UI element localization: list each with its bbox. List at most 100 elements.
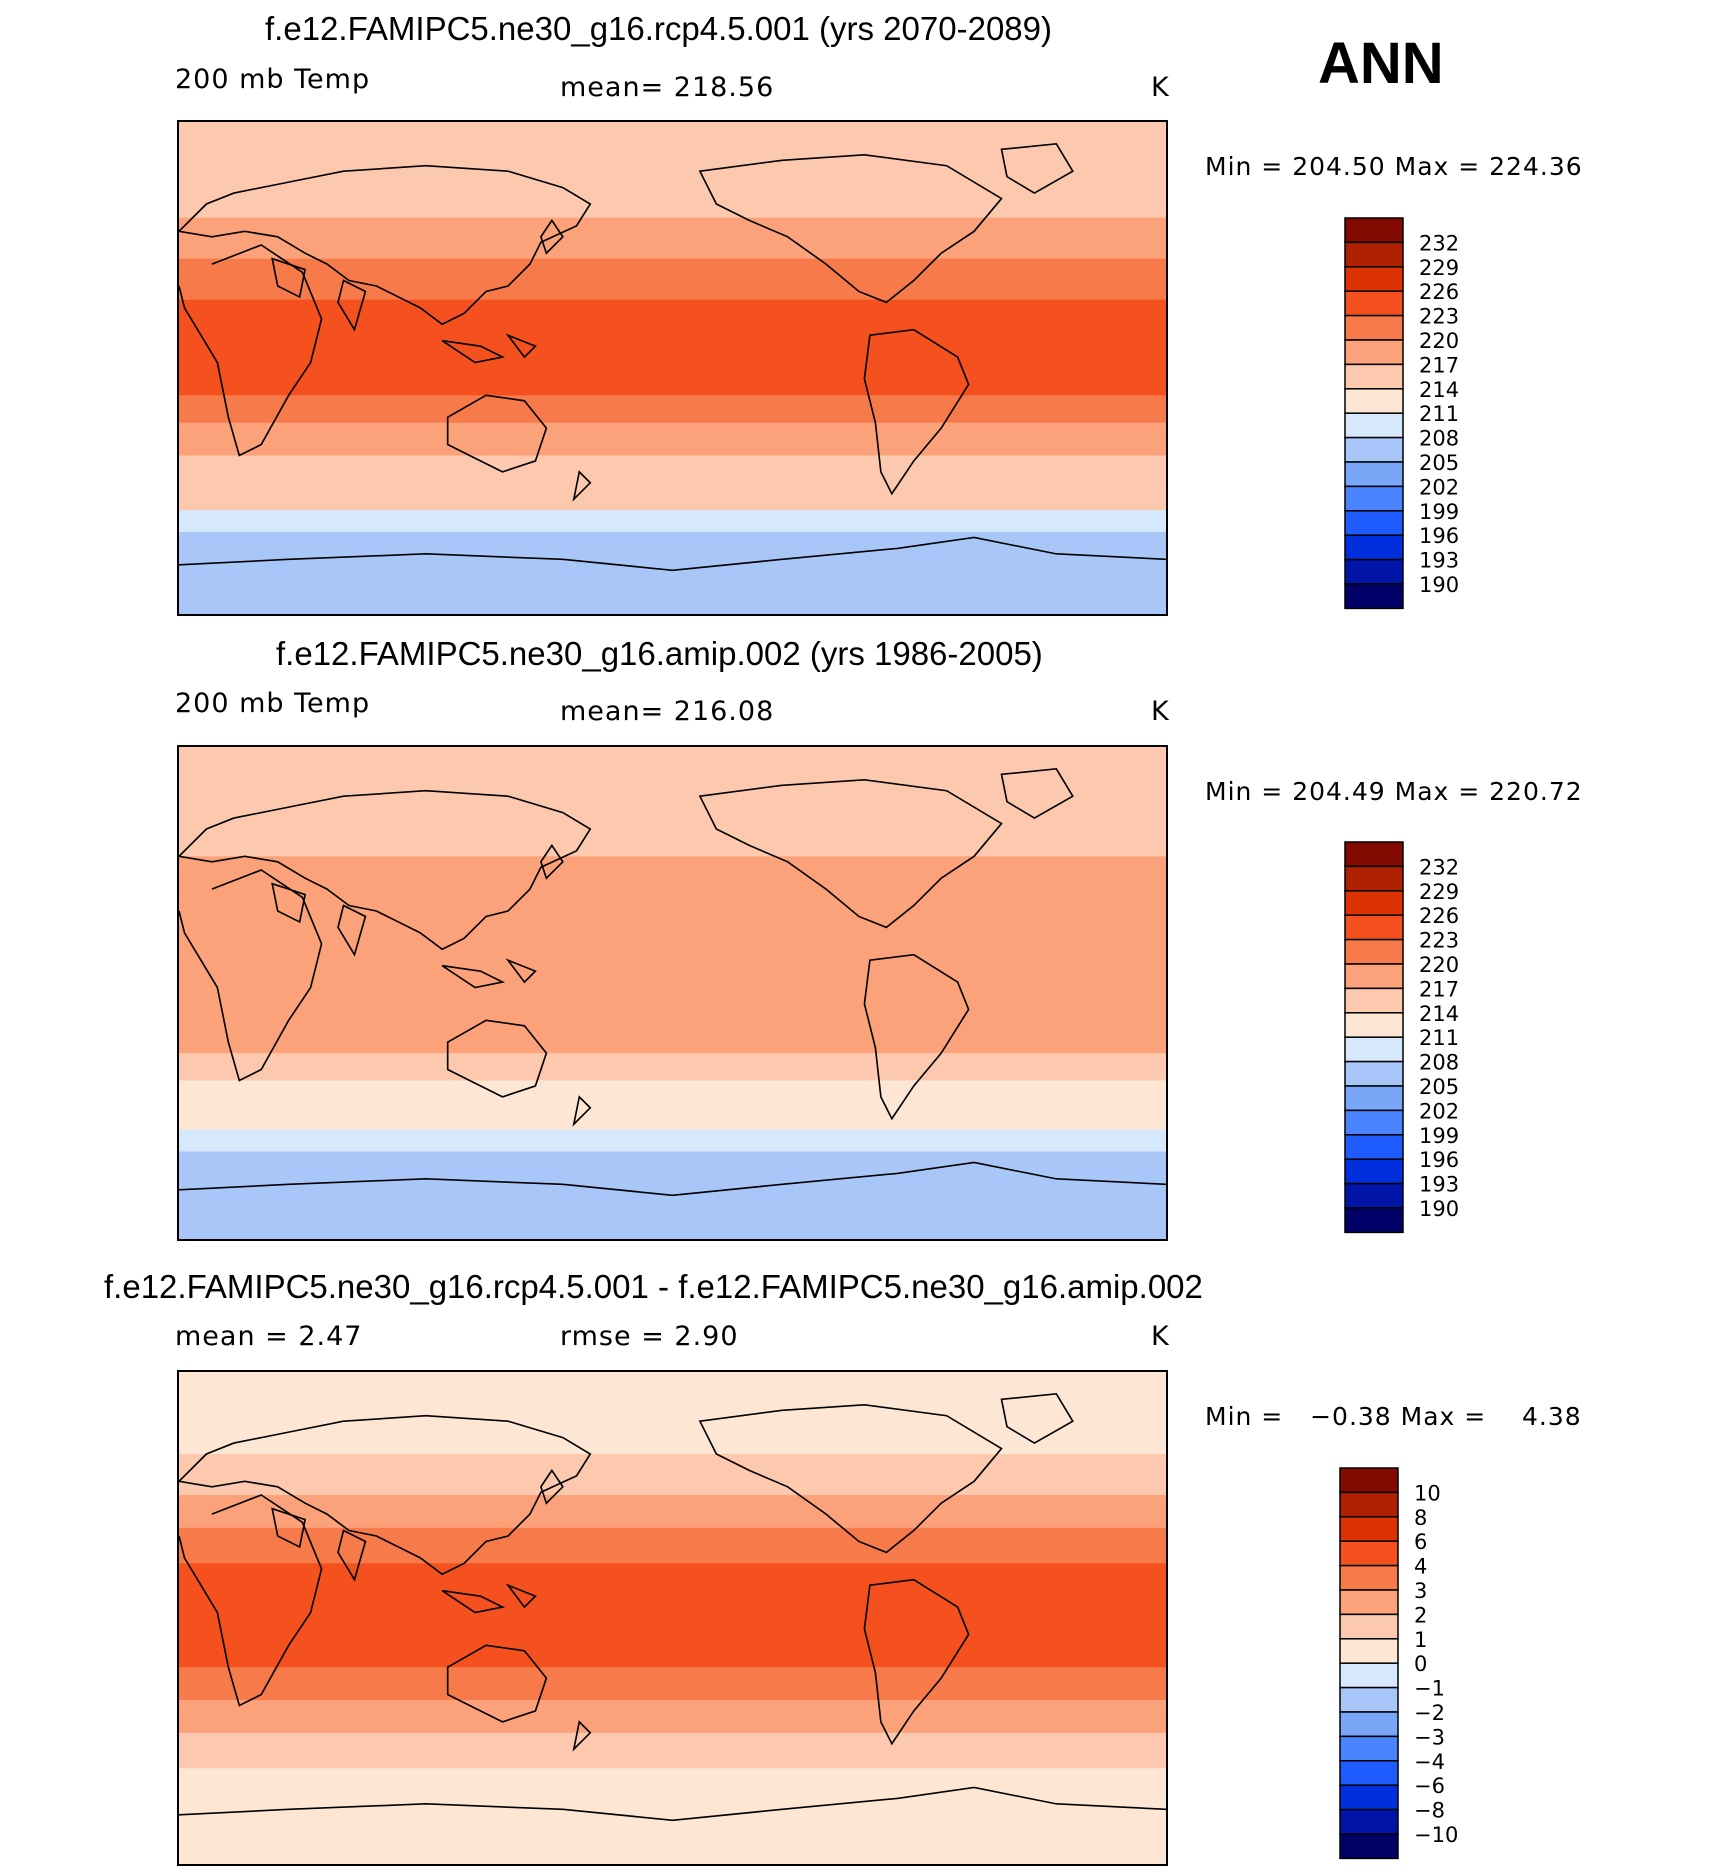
colorbar-label: 199	[1419, 500, 1459, 524]
colorbar-label: 217	[1419, 353, 1459, 377]
coastline-8	[572, 1095, 592, 1127]
panel-3-minmax: Min = −0.38 Max = 4.38	[1205, 1402, 1582, 1431]
panel-1-units: K	[1151, 72, 1170, 103]
coastline-1	[179, 869, 323, 1082]
coastline-4	[271, 257, 307, 299]
coastline-12	[179, 1786, 1166, 1822]
colorbar-swatch	[1344, 1012, 1404, 1038]
contour-band-2	[179, 1454, 1166, 1496]
colorbar-label: −10	[1414, 1823, 1458, 1847]
colorbar-swatch	[1344, 217, 1404, 244]
panel-3-coastlines	[179, 1392, 1166, 1822]
colorbar-label: 211	[1419, 1026, 1459, 1050]
contour-band-3	[179, 1495, 1166, 1529]
colorbar-label: 205	[1419, 451, 1459, 475]
coastline-12	[179, 1161, 1166, 1197]
coastline-12	[179, 536, 1166, 572]
colorbar-label: 193	[1419, 549, 1459, 573]
colorbar-swatch	[1344, 534, 1404, 561]
colorbar-label: 232	[1419, 855, 1459, 879]
panel-2-title: f.e12.FAMIPC5.ne30_g16.amip.002 (yrs 198…	[276, 635, 1043, 672]
colorbar-label: −2	[1414, 1701, 1445, 1725]
contour-band-9	[179, 532, 1166, 614]
colorbar-label: 223	[1419, 305, 1459, 329]
colorbar-label: 214	[1419, 378, 1459, 402]
colorbar-swatch	[1339, 1711, 1399, 1738]
colorbar-label: 214	[1419, 1002, 1459, 1026]
coastline-11	[863, 953, 970, 1121]
colorbar-label: 202	[1419, 1099, 1459, 1123]
colorbar-swatch	[1339, 1467, 1399, 1494]
season-label: ANN	[1318, 31, 1444, 96]
coastline-5	[539, 1468, 564, 1505]
colorbar-label: 223	[1419, 929, 1459, 953]
colorbar-swatch	[1344, 963, 1404, 990]
colorbar-swatch	[1344, 1134, 1404, 1160]
colorbar-label: 2	[1414, 1603, 1427, 1627]
colorbar-label: 208	[1419, 427, 1459, 451]
panel-2-left-label: 200 mb Temp	[175, 688, 371, 719]
colorbar-swatch	[1344, 412, 1404, 439]
contour-band-6	[179, 1129, 1166, 1153]
colorbar-swatch	[1344, 436, 1404, 463]
panel-3-rmse-label: rmse = 2.90	[560, 1321, 739, 1352]
coastline-7	[446, 1644, 548, 1723]
panel-1-colorbar: 232 229 226 223 220 217 214 211 208 205 202 199 196 1…	[1343, 216, 1463, 621]
colorbar-label: 1	[1414, 1628, 1427, 1652]
colorbar-swatch	[1344, 1182, 1404, 1209]
colorbar-swatch	[1344, 865, 1404, 892]
coastline-9	[698, 1403, 1003, 1554]
colorbar-swatch	[1339, 1662, 1399, 1689]
contour-band-1	[179, 747, 1166, 858]
panel-2-coastlines	[179, 767, 1166, 1197]
colorbar-label: 10	[1414, 1481, 1441, 1505]
panel-1-mean-label: mean= 218.56	[560, 72, 775, 103]
colorbar-label: 196	[1419, 1148, 1459, 1172]
colorbar-label: 190	[1419, 573, 1459, 597]
panel-3-title: f.e12.FAMIPC5.ne30_g16.rcp4.5.001 - f.e1…	[104, 1268, 1203, 1305]
coastline-2	[179, 789, 592, 951]
contour-band-7	[179, 455, 1166, 511]
colorbar-label: 208	[1419, 1051, 1459, 1075]
colorbar-swatch	[1339, 1564, 1399, 1591]
colorbar-swatch	[1344, 938, 1404, 965]
panel-3-contour-bands	[179, 1372, 1166, 1864]
coastline-2	[179, 164, 592, 326]
panel-1-colorbar-svg: 2322292262232202172142112082052021991961…	[1344, 217, 1459, 610]
contour-band-4	[179, 1053, 1166, 1082]
colorbar-swatch	[1344, 266, 1404, 292]
coastline-6	[441, 958, 537, 989]
colorbar-swatch	[1339, 1808, 1399, 1835]
colorbar-swatch	[1344, 1036, 1404, 1063]
panel-1-map	[177, 120, 1168, 616]
colorbar-swatch	[1344, 1060, 1404, 1087]
colorbar-swatch	[1339, 1638, 1399, 1664]
panel-3-colorbar: 10 8 6 4 3 2 1 0 −1 −2 −3 −4 −6 −8 −10	[1338, 1466, 1463, 1871]
coastline-4	[271, 1507, 307, 1549]
coastline-9	[698, 153, 1003, 304]
panel-1-left-label: 200 mb Temp	[175, 64, 371, 95]
panel-2-mean-label: mean= 216.08	[560, 696, 775, 727]
colorbar-swatch	[1339, 1516, 1399, 1542]
coastline-2	[179, 1414, 592, 1576]
contour-band-4	[179, 1527, 1166, 1565]
panel-1-contour-bands	[179, 122, 1166, 614]
colorbar-label: 220	[1419, 953, 1459, 977]
coastline-3	[337, 1529, 367, 1582]
contour-band-1	[179, 1372, 1166, 1455]
colorbar-swatch	[1339, 1686, 1399, 1713]
coastline-6	[441, 333, 537, 364]
contour-band-8	[179, 510, 1166, 533]
colorbar-label: 217	[1419, 977, 1459, 1001]
colorbar-swatch	[1339, 1735, 1399, 1762]
colorbar-swatch	[1344, 461, 1404, 488]
panel-2-map-svg	[179, 747, 1166, 1239]
colorbar-swatch	[1339, 1760, 1399, 1786]
colorbar-label: 4	[1414, 1555, 1427, 1579]
coastline-10	[1000, 142, 1074, 195]
colorbar-label: −1	[1414, 1677, 1445, 1701]
coastline-7	[446, 1019, 548, 1098]
colorbar-swatch	[1344, 1085, 1404, 1112]
panel-2-units: K	[1151, 696, 1170, 727]
